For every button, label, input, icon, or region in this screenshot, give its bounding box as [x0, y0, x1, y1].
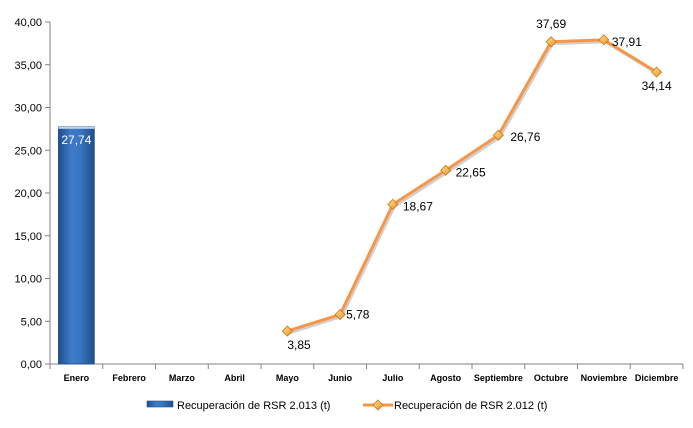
x-tick-label: Julio [382, 373, 404, 383]
bar-series [58, 126, 95, 365]
data-labels: 27,74 3,85 5,78 18,67 22,65 26,76 37,69 37,91 34… [61, 17, 672, 352]
x-tick-label: Marzo [169, 373, 196, 383]
bar-data-label: 27,74 [61, 133, 91, 147]
y-tick-label: 0,00 [21, 359, 42, 371]
x-tick-label: Diciembre [635, 373, 679, 383]
y-tick-label: 30,00 [14, 103, 42, 115]
line-data-label: 18,67 [403, 199, 433, 213]
legend-swatch-bar [146, 400, 174, 408]
legend-label-line: Recuperación de RSR 2.012 (t) [394, 400, 547, 412]
line-marker [281, 325, 293, 337]
line-data-label: 37,69 [536, 17, 566, 31]
line-marker [598, 34, 610, 46]
line-shadow [288, 40, 659, 335]
series-line [286, 38, 658, 333]
x-tick-label: Noviembre [581, 373, 628, 383]
y-tick-label: 40,00 [14, 17, 42, 29]
legend-label-bar: Recuperación de RSR 2.013 (t) [177, 400, 330, 412]
legend-marker [372, 399, 384, 411]
x-tick-label: Abril [224, 373, 245, 383]
line-data-label: 3,85 [287, 338, 311, 352]
y-tick-label: 35,00 [14, 60, 42, 72]
line-data-label: 37,91 [612, 35, 642, 49]
x-tick-label: Octubre [534, 373, 569, 383]
line-data-label: 22,65 [456, 165, 486, 179]
x-tick-label: Septiembre [474, 373, 523, 383]
x-tick-label: Mayo [276, 373, 300, 383]
line-marker [334, 309, 346, 321]
bar [58, 126, 95, 365]
axes: 0,00 5,00 10,00 15,00 20,00 25,00 30,00 35,00 40… [14, 17, 684, 383]
line-marker [387, 198, 399, 210]
line-data-label: 5,78 [346, 308, 370, 322]
line-marker [492, 129, 504, 141]
x-tick-label: Febrero [112, 373, 146, 383]
line-data-label: 26,76 [510, 130, 540, 144]
x-tick-label: Junio [328, 373, 353, 383]
y-tick-label: 25,00 [14, 145, 42, 157]
legend: Recuperación de RSR 2.013 (t) Recuperació… [146, 399, 547, 412]
bar-highlight [58, 126, 95, 129]
line-data-label: 34,14 [642, 79, 672, 93]
y-tick-label: 10,00 [14, 274, 42, 286]
x-tick-label: Enero [64, 373, 90, 383]
y-tick-label: 5,00 [21, 316, 42, 328]
line-series [281, 34, 663, 337]
y-tick-label: 15,00 [14, 231, 42, 243]
y-tick-label: 20,00 [14, 188, 42, 200]
x-tick-label: Agosto [430, 373, 461, 383]
line-marker [651, 66, 663, 78]
line-marker [440, 164, 452, 176]
line-marker [545, 36, 557, 48]
